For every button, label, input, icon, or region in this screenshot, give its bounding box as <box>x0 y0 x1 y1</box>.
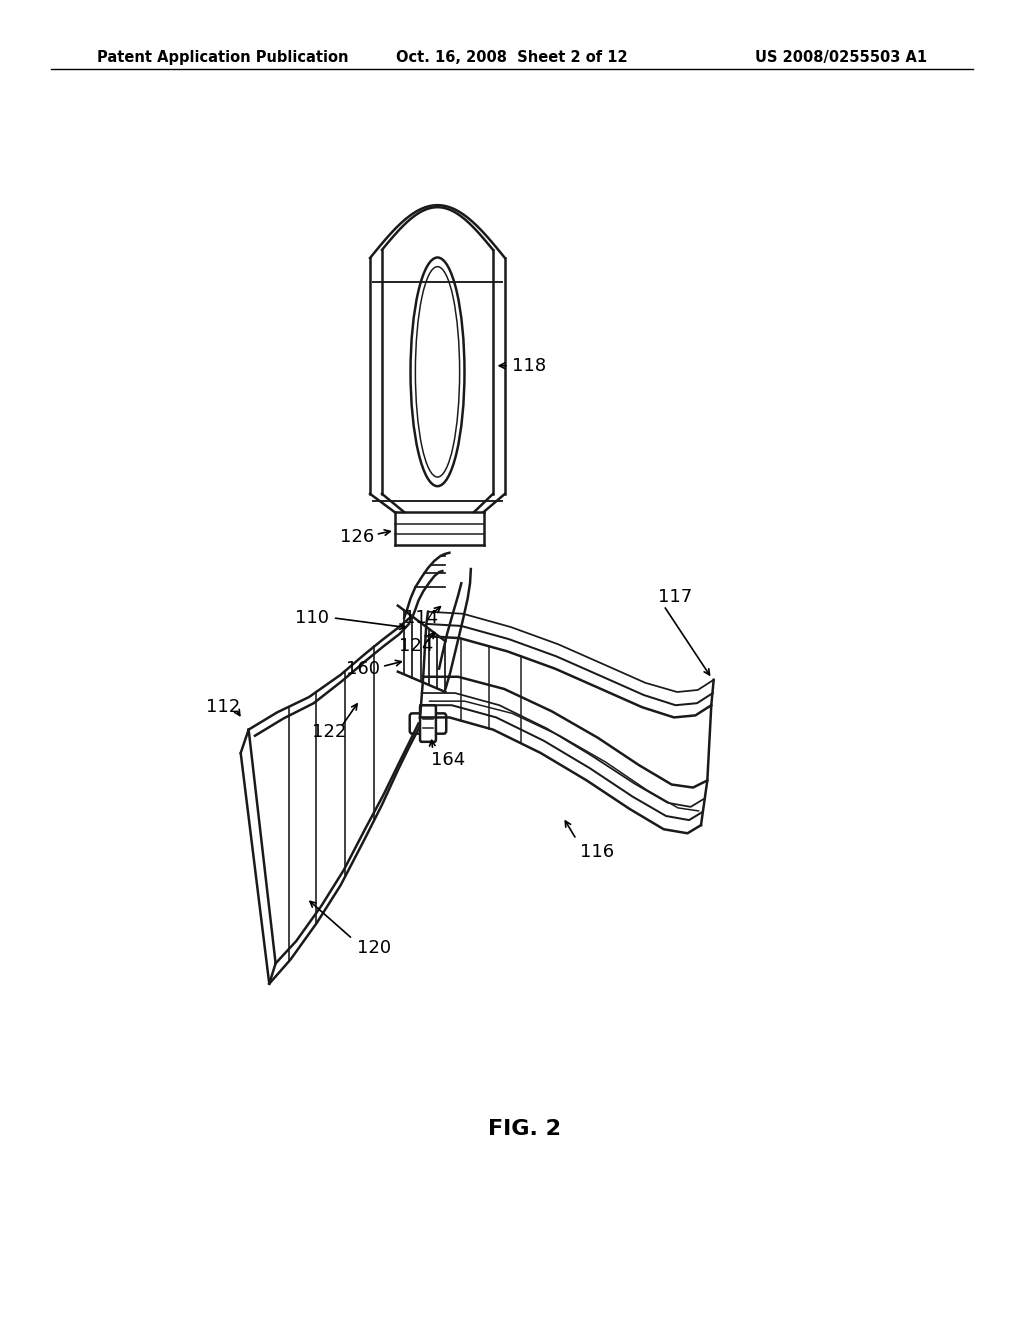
Text: 122: 122 <box>312 722 346 741</box>
Text: FIG. 2: FIG. 2 <box>488 1119 561 1139</box>
FancyBboxPatch shape <box>410 713 446 734</box>
FancyBboxPatch shape <box>420 705 436 742</box>
Text: US 2008/0255503 A1: US 2008/0255503 A1 <box>755 50 927 65</box>
Text: 112: 112 <box>206 698 240 717</box>
Text: 120: 120 <box>356 939 391 957</box>
Text: 160: 160 <box>346 660 380 677</box>
Text: Oct. 16, 2008  Sheet 2 of 12: Oct. 16, 2008 Sheet 2 of 12 <box>396 50 628 65</box>
Text: 126: 126 <box>340 528 374 545</box>
Text: 114: 114 <box>404 609 438 627</box>
Text: 117: 117 <box>658 589 692 606</box>
Text: 164: 164 <box>431 751 465 770</box>
Text: 110: 110 <box>295 609 329 627</box>
Text: 118: 118 <box>512 356 546 375</box>
Text: 116: 116 <box>581 842 614 861</box>
Text: 124: 124 <box>399 638 434 655</box>
Text: Patent Application Publication: Patent Application Publication <box>97 50 349 65</box>
